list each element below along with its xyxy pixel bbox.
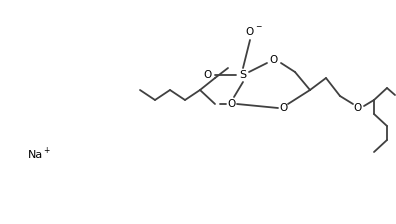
Text: O: O: [279, 103, 287, 113]
Text: S: S: [240, 70, 247, 80]
Text: Na: Na: [28, 150, 43, 160]
Text: O: O: [228, 99, 236, 109]
Text: −: −: [255, 22, 261, 32]
Text: O: O: [246, 27, 254, 37]
Text: +: +: [43, 146, 50, 155]
Text: O: O: [354, 103, 362, 113]
Text: O: O: [270, 55, 278, 65]
Text: O: O: [203, 70, 211, 80]
